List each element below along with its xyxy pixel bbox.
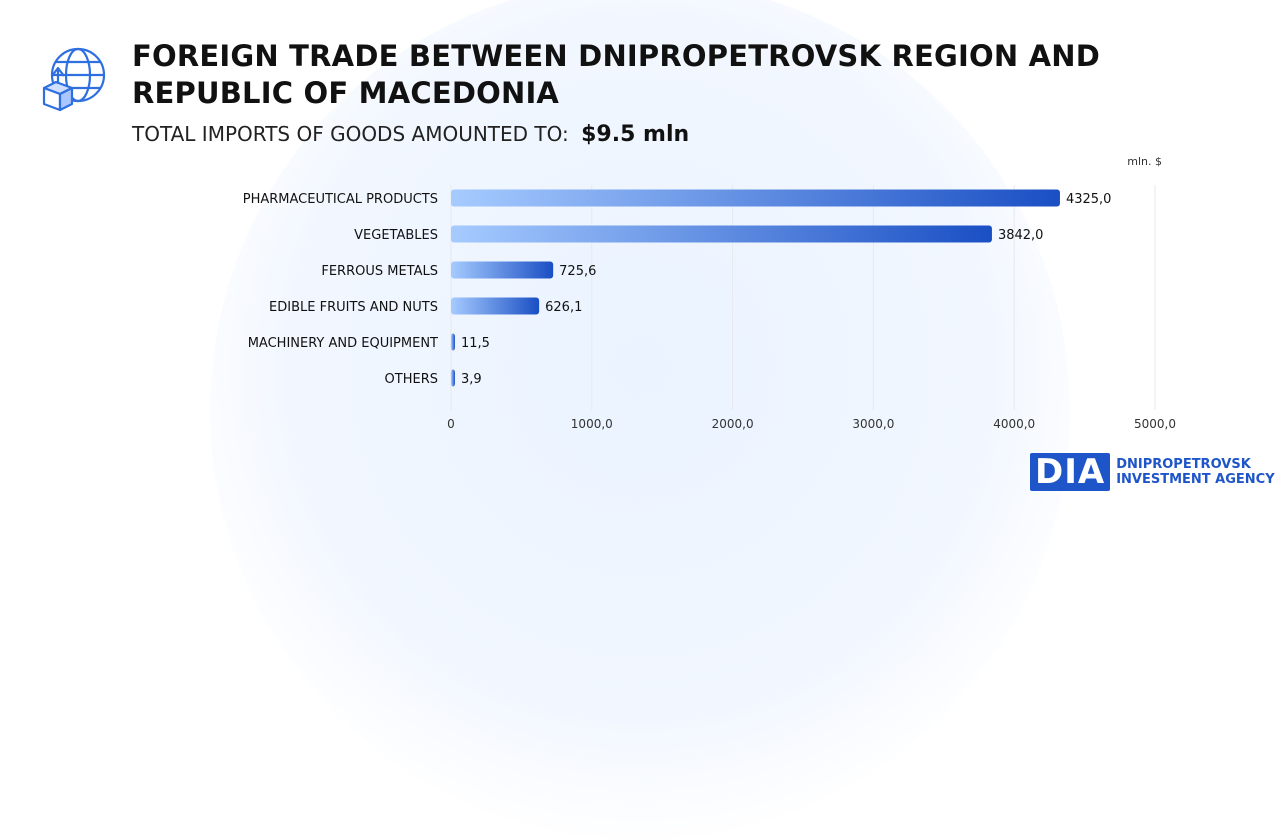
- x-tick-label: 2000,0: [712, 417, 754, 431]
- x-tick-label: 1000,0: [571, 417, 613, 431]
- category-label: EDIBLE FRUITS AND NUTS: [269, 300, 438, 315]
- subtitle-amount: $9.5 mln: [581, 122, 690, 147]
- bar: [451, 225, 992, 243]
- bar: [451, 261, 554, 279]
- category-label: FERROUS METALS: [321, 264, 438, 279]
- x-tick-label: 5000,0: [1134, 417, 1176, 431]
- value-label: 4325,0: [1066, 192, 1112, 207]
- bar: [451, 189, 1060, 207]
- logo-text: DNIPROPETROVSK INVESTMENT AGENCY: [1116, 457, 1274, 487]
- bar: [451, 297, 540, 315]
- x-tick-label: 3000,0: [852, 417, 894, 431]
- bar: [451, 333, 455, 351]
- subtitle-label: TOTAL IMPORTS OF GOODS AMOUNTED TO:: [132, 122, 569, 146]
- dia-logo: DIA DNIPROPETROVSK INVESTMENT AGENCY: [1030, 453, 1275, 491]
- value-label: 626,1: [545, 300, 582, 315]
- page-title: FOREIGN TRADE BETWEEN DNIPROPETROVSK REG…: [132, 39, 1101, 110]
- value-label: 11,5: [461, 336, 490, 351]
- category-label: MACHINERY AND EQUIPMENT: [248, 336, 438, 351]
- subtitle: TOTAL IMPORTS OF GOODS AMOUNTED TO: $9.5…: [132, 122, 689, 147]
- bar: [451, 369, 455, 387]
- logo-line-1: DNIPROPETROVSK: [1116, 457, 1251, 472]
- globe-box-icon: [40, 44, 110, 114]
- x-tick-label: 4000,0: [993, 417, 1035, 431]
- category-label: OTHERS: [385, 372, 438, 387]
- logo-line-2: INVESTMENT AGENCY: [1116, 472, 1275, 487]
- x-tick-label: 0: [447, 417, 455, 431]
- value-label: 3,9: [461, 372, 482, 387]
- category-label: VEGETABLES: [354, 228, 438, 243]
- category-label: PHARMACEUTICAL PRODUCTS: [243, 192, 438, 207]
- logo-mark: DIA: [1030, 453, 1111, 491]
- bar-chart: 0 1000,0 2000,0 3000,0 4000,0 5000,0 PHARMACEU…: [243, 155, 1176, 431]
- value-label: 3842,0: [998, 228, 1044, 243]
- unit-label: mln. $: [1127, 155, 1162, 168]
- value-label: 725,6: [559, 264, 596, 279]
